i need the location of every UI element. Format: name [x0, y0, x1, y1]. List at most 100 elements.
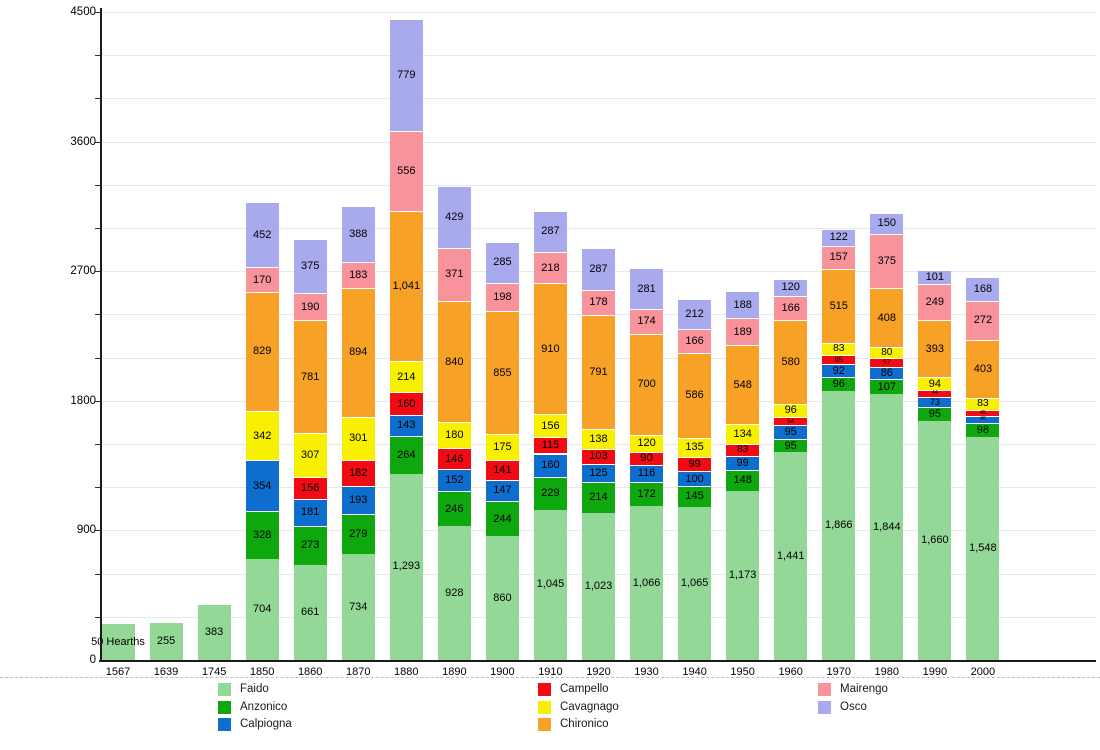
bar-segment-label: 1,441 [776, 549, 805, 562]
y-tick-label-900: 900 [76, 524, 96, 537]
bar-segment-chironico-1980: 408 [870, 288, 904, 347]
bar-segment-label: 150 [877, 217, 896, 230]
y-tick-label-3600: 3600 [70, 135, 96, 148]
bar-segment-calpiogna-1970: 92 [822, 364, 856, 378]
y-tick-label-1800: 1800 [70, 394, 96, 407]
x-tick-label-1890: 1890 [442, 666, 467, 678]
bar-segment-label: 244 [493, 512, 512, 525]
y-tick [95, 141, 100, 143]
bar-segment-label: 229 [541, 487, 560, 500]
bar-segment-label: 840 [445, 355, 464, 368]
bar-segment-calpiogna-1960: 95 [774, 425, 808, 439]
bar-segment-campello-1890: 146 [437, 448, 471, 470]
bar-segment-faido-1950: 1,173 [726, 491, 760, 660]
bar-segment-label: 198 [493, 290, 512, 303]
bar-segment-label: 168 [973, 282, 993, 295]
bar-segment-label: 214 [589, 491, 608, 504]
bar-segment-label: 860 [493, 591, 512, 604]
bar-segment-cavagnago-1960: 96 [774, 403, 808, 418]
legend-label: Osco [840, 700, 867, 713]
y-tick-label-4500: 4500 [70, 6, 96, 18]
y-tick [95, 98, 100, 100]
bar-segment-label: 1,045 [536, 578, 565, 591]
bar-segment-label: 120 [781, 281, 800, 294]
bar-segment-mairengo-1850: 170 [245, 267, 279, 292]
bar-segment-anzonico-1890: 246 [437, 490, 471, 527]
bar-segment-faido-1745: 383 [197, 604, 231, 660]
bar-segment-label: 190 [301, 300, 320, 313]
bar-segment-faido-1940: 1,065 [678, 506, 712, 660]
bar-segment-mairengo-1910: 218 [533, 252, 567, 284]
bar-segment-label: 580 [781, 355, 800, 368]
bar-segment-label: 145 [685, 490, 704, 503]
bar-segment-mairengo-1870: 183 [341, 261, 375, 289]
bar-segment-label: 704 [252, 602, 272, 615]
bar-segment-chironico-1920: 791 [582, 315, 615, 430]
bar-segment-label: 54 [787, 417, 795, 425]
bar-segment-label: 157 [829, 251, 848, 264]
bar-segment-campello-1960: 54 [774, 417, 808, 426]
gridline [101, 12, 1096, 13]
legend-item-calpiogna: Calpiogna [218, 718, 292, 731]
bar-segment-calpiogna-1910: 160 [533, 453, 567, 477]
bar-segment-chironico-1860: 781 [293, 320, 327, 433]
bar-segment-anzonico-1910: 229 [533, 476, 567, 510]
bar-segment-faido-2000: 1,548 [966, 437, 1000, 660]
legend-swatch-chironico [538, 718, 551, 731]
bar-segment-label: 80 [881, 347, 893, 359]
legend-swatch-osco [818, 700, 831, 714]
bar-segment-label: 180 [445, 429, 464, 442]
y-axis [100, 8, 102, 661]
bar-segment-campello-1870: 182 [341, 460, 375, 487]
bar-segment-label: 134 [733, 427, 752, 440]
bar-segment-calpiogna-1940: 100 [678, 471, 712, 486]
bar-segment-mairengo-1900: 198 [485, 282, 519, 312]
legend-label: Mairengo [840, 683, 888, 695]
legend-label: Faido [240, 683, 269, 695]
bar-segment-campello-1880: 160 [389, 392, 423, 416]
bar-segment-label: 120 [637, 437, 656, 450]
bar-segment-label: 1,293 [392, 560, 421, 573]
bar-segment-label: 249 [925, 296, 945, 309]
bar-segment-campello-1930: 90 [630, 452, 664, 466]
gridline [101, 98, 1096, 100]
bar-segment-label: 272 [973, 314, 993, 327]
bar-segment-label: 779 [397, 69, 416, 82]
y-tick [95, 55, 100, 57]
x-tick-label-1900: 1900 [490, 666, 515, 678]
bar-segment-faido-1910: 1,045 [533, 509, 567, 660]
y-tick [95, 228, 100, 229]
bar-segment-faido-1980: 1,844 [870, 394, 904, 660]
bar-segment-anzonico-1940: 145 [678, 485, 712, 507]
bar-segment-label: 1,844 [873, 520, 901, 533]
bar-segment-faido-1880: 1,293 [389, 473, 423, 660]
bar-segment-chironico-1910: 910 [533, 283, 567, 415]
bar-segment-mairengo-1890: 371 [437, 247, 471, 302]
bar-segment-label: 101 [925, 271, 945, 284]
bar-segment-label: 73 [929, 397, 940, 407]
bar-segment-label: 371 [445, 268, 464, 281]
y-tick [95, 400, 100, 402]
legend-item-mairengo: Mairengo [818, 683, 888, 696]
legend-label: Anzonico [240, 700, 288, 713]
bar-segment-anzonico-1870: 279 [341, 514, 375, 555]
bar-segment-label: 65 [834, 355, 844, 365]
legend-swatch-mairengo [818, 683, 831, 696]
bar-segment-label: 403 [973, 362, 993, 375]
bar-segment-calpiogna-1980: 86 [870, 366, 904, 380]
legend-swatch-faido [218, 683, 231, 696]
gridline [101, 228, 1096, 229]
bar-segment-label: 146 [445, 452, 464, 465]
bar-segment-chironico-1930: 700 [630, 333, 664, 435]
bar-segment-chironico-1900: 855 [485, 311, 519, 435]
bar-segment-mairengo-1920: 178 [582, 289, 615, 316]
bar-segment-label: 791 [589, 366, 608, 379]
bar-segment-faido-1960: 1,441 [774, 452, 808, 660]
bar-segment-label: 1,866 [824, 519, 853, 532]
bar-segment-label: 99 [736, 456, 749, 469]
x-tick-label-1860: 1860 [297, 666, 323, 678]
bar-segment-osco-1980: 150 [870, 212, 904, 235]
y-tick-label-0: 0 [89, 654, 96, 666]
y-tick [95, 271, 100, 273]
bar-segment-campello-1920: 103 [582, 449, 615, 464]
